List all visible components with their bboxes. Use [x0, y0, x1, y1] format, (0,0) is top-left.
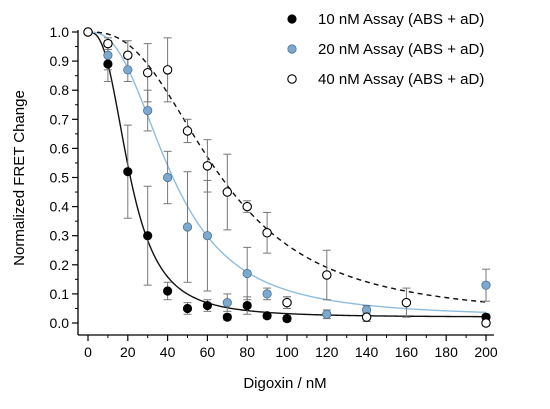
legend-marker-series-3: [287, 74, 297, 84]
y-tick-label: 0.0: [50, 315, 70, 331]
data-point-series-2: [242, 268, 252, 279]
x-tick-label: 80: [239, 344, 255, 360]
data-point-series-3: [83, 27, 93, 37]
legend: 10 nM Assay (ABS + aD) 20 nM Assay (ABS +…: [287, 11, 484, 88]
data-point-series-2: [262, 289, 272, 299]
x-axis-title: Digoxin / nM: [243, 375, 326, 392]
data-point-series-2: [202, 231, 212, 241]
data-point-series-3: [322, 270, 332, 280]
data-point-series-1: [282, 314, 292, 324]
data-point-series-2: [123, 65, 133, 75]
data-point-series-3: [361, 312, 372, 322]
fit-curve: [87, 31, 487, 314]
legend-marker-series-2: [287, 44, 297, 54]
data-point-series-3: [401, 297, 412, 308]
data-point-series-3: [123, 50, 133, 61]
data-point-series-2: [163, 172, 173, 183]
x-tick-label: 0: [84, 344, 92, 360]
y-tick-label: 0.3: [50, 228, 70, 244]
y-tick-label: 0.7: [50, 111, 70, 127]
legend-label-series-2: 20 nM Assay (ABS + aD): [318, 41, 484, 58]
fit-curve: [87, 31, 487, 303]
data-point-series-1: [143, 231, 153, 241]
y-tick-label: 0.1: [50, 286, 70, 302]
x-tick-label: 160: [395, 344, 419, 360]
data-point-series-3: [182, 126, 193, 136]
x-tick-label: 200: [474, 344, 498, 360]
data-point-series-1: [123, 167, 133, 177]
legend-marker-series-1: [287, 14, 297, 24]
data-point-series-2: [182, 222, 193, 232]
data-point-series-1: [202, 300, 212, 311]
data-point-series-3: [282, 297, 292, 308]
data-point-series-2: [322, 309, 332, 319]
data-point-series-3: [142, 67, 153, 78]
x-tick-label: 40: [160, 344, 176, 360]
y-tick-label: 0.2: [50, 257, 70, 273]
data-point-series-3: [222, 187, 233, 197]
y-axis-title: Normalized FRET Change: [11, 90, 28, 266]
legend-label-series-3: 40 nM Assay (ABS + aD): [318, 71, 484, 88]
data-point-series-1: [103, 59, 113, 69]
y-tick-label: 0.6: [50, 140, 70, 156]
x-tick-label: 60: [200, 344, 216, 360]
data-point-series-2: [103, 50, 113, 60]
data-point-series-3: [481, 318, 491, 328]
y-tick-label: 0.8: [50, 82, 70, 98]
x-tick-label: 20: [120, 344, 136, 360]
data-point-series-2: [143, 105, 153, 116]
data-point-series-1: [222, 312, 232, 322]
data-point-series-2: [481, 280, 491, 290]
data-point-series-1: [182, 303, 193, 314]
plot-area: 0.0 0.1 0.2 0.3 0.4 0.5 0.6 0.7 0.8 0.9 1.0 0 20 40 60…: [50, 24, 498, 360]
y-tick-label: 0.4: [50, 199, 70, 215]
data-point-series-3: [103, 38, 113, 49]
data-point-series-3: [162, 65, 173, 75]
y-tick-label: 0.9: [50, 53, 70, 69]
x-tick-label: 180: [435, 344, 459, 360]
data-point-series-3: [242, 201, 252, 212]
data-point-series-1: [262, 311, 272, 321]
y-tick-label: 1.0: [50, 24, 70, 40]
x-tick-label: 140: [355, 344, 379, 360]
y-tick-label: 0.5: [50, 170, 70, 186]
data-point-series-1: [242, 300, 252, 311]
x-tick-label: 100: [275, 344, 299, 360]
x-tick-label: 120: [315, 344, 339, 360]
data-point-series-2: [222, 298, 232, 308]
fit-curve: [87, 31, 486, 318]
data-point-series-3: [202, 161, 213, 171]
data-point-series-3: [262, 228, 272, 238]
data-point-series-1: [163, 286, 173, 296]
legend-label-series-1: 10 nM Assay (ABS + aD): [318, 11, 484, 28]
